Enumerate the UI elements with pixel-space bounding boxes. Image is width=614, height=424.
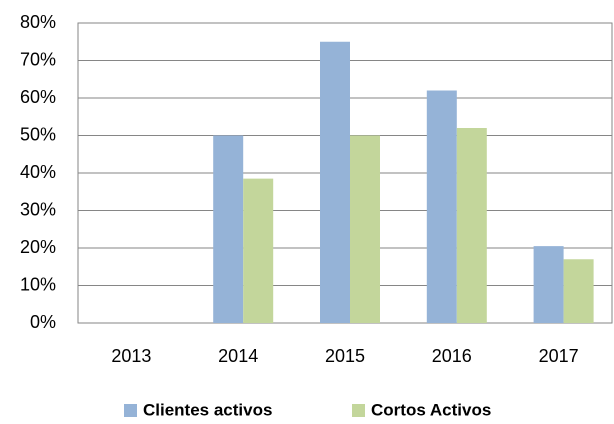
x-tick-label: 2016 xyxy=(432,346,472,366)
bar xyxy=(456,128,487,323)
legend-label: Cortos Activos xyxy=(371,400,491,419)
y-tick-label: 20% xyxy=(20,237,56,257)
y-tick-label: 10% xyxy=(20,274,56,294)
bar xyxy=(243,178,274,323)
y-tick-label: 30% xyxy=(20,199,56,219)
x-tick-label: 2017 xyxy=(539,346,579,366)
bar xyxy=(350,135,380,323)
y-tick-label: 0% xyxy=(30,312,56,332)
legend-swatch xyxy=(352,404,365,417)
y-tick-label: 70% xyxy=(20,49,56,69)
y-tick-label: 50% xyxy=(20,124,56,144)
bar xyxy=(320,41,350,323)
bar xyxy=(426,90,457,323)
y-tick-label: 60% xyxy=(20,87,56,107)
x-tick-label: 2015 xyxy=(325,346,365,366)
x-tick-label: 2014 xyxy=(218,346,258,366)
bar xyxy=(533,246,564,323)
y-tick-label: 80% xyxy=(20,12,56,32)
bar xyxy=(213,135,244,323)
bar xyxy=(563,259,594,323)
x-tick-label: 2013 xyxy=(111,346,151,366)
legend-label: Clientes activos xyxy=(143,400,272,419)
y-tick-label: 40% xyxy=(20,162,56,182)
legend-swatch xyxy=(124,404,137,417)
